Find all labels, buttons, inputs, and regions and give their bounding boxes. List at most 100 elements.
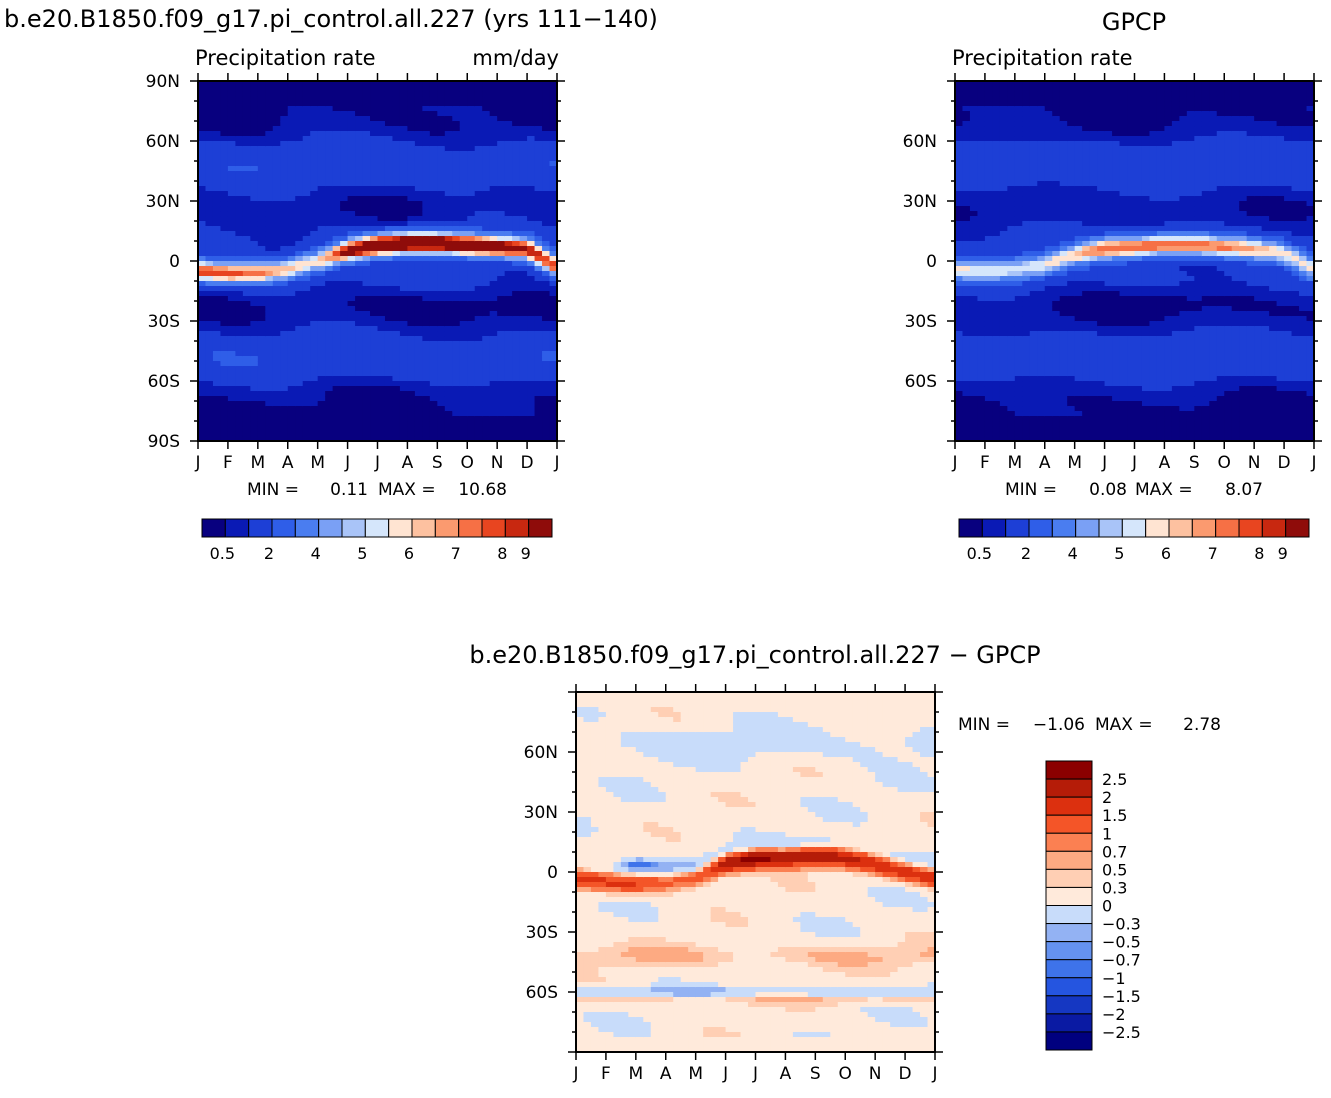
field-cell xyxy=(430,251,438,257)
field-cell xyxy=(378,206,386,212)
field-cell xyxy=(370,286,378,292)
field-cell xyxy=(542,126,550,132)
field-cell xyxy=(220,126,228,132)
field-cell xyxy=(280,316,288,322)
field-cell xyxy=(422,206,430,212)
field-cell xyxy=(970,176,978,182)
field-cell xyxy=(422,181,430,187)
field-cell xyxy=(497,301,505,307)
field-cell xyxy=(992,336,1000,342)
field-cell xyxy=(1022,126,1030,132)
field-cell xyxy=(1015,311,1023,317)
field-cell xyxy=(490,401,498,407)
field-cell xyxy=(1015,201,1023,207)
field-cell xyxy=(1067,291,1075,297)
field-cell xyxy=(1060,186,1068,192)
field-cell xyxy=(437,376,445,382)
field-cell xyxy=(527,156,535,162)
field-cell xyxy=(962,346,970,352)
field-cell xyxy=(992,216,1000,222)
field-cell xyxy=(1060,171,1068,177)
field-cell xyxy=(527,381,535,387)
field-cell xyxy=(303,236,311,242)
field-cell xyxy=(363,311,371,317)
field-cell xyxy=(400,221,408,227)
field-cell xyxy=(288,106,296,112)
field-cell xyxy=(1090,386,1098,392)
field-cell xyxy=(280,291,288,297)
field-cell xyxy=(1105,156,1113,162)
field-cell xyxy=(970,341,978,347)
field-cell xyxy=(370,146,378,152)
field-cell xyxy=(1000,301,1008,307)
field-cell xyxy=(303,196,311,202)
field-cell xyxy=(273,256,281,262)
field-cell xyxy=(1097,321,1105,327)
field-cell xyxy=(1030,136,1038,142)
field-cell xyxy=(273,266,281,272)
field-cell xyxy=(213,121,221,127)
field-cell xyxy=(370,376,378,382)
field-cell xyxy=(355,416,363,422)
field-cell xyxy=(1060,341,1068,347)
field-cell xyxy=(985,111,993,117)
field-cell xyxy=(318,86,326,92)
field-cell xyxy=(992,116,1000,122)
field-cell xyxy=(482,171,490,177)
field-cell xyxy=(1082,211,1090,217)
field-cell xyxy=(520,181,528,187)
field-cell xyxy=(355,331,363,337)
field-cell xyxy=(1000,131,1008,137)
field-cell xyxy=(273,121,281,127)
field-cell xyxy=(355,141,363,147)
field-cell xyxy=(220,221,228,227)
field-cell xyxy=(1000,316,1008,322)
field-cell xyxy=(1045,201,1053,207)
field-cell xyxy=(400,271,408,277)
field-cell xyxy=(527,131,535,137)
field-cell xyxy=(490,276,498,282)
field-cell xyxy=(415,171,423,177)
field-cell xyxy=(198,326,206,332)
field-cell xyxy=(205,236,213,242)
field-cell xyxy=(310,371,318,377)
field-cell xyxy=(977,226,985,232)
field-cell xyxy=(273,411,281,417)
field-cell xyxy=(1030,171,1038,177)
field-cell xyxy=(378,421,386,427)
field-cell xyxy=(325,161,333,167)
field-cell xyxy=(542,266,550,272)
field-cell xyxy=(303,136,311,142)
field-cell xyxy=(288,221,296,227)
field-cell xyxy=(445,226,453,232)
field-cell xyxy=(512,221,520,227)
field-cell xyxy=(535,321,543,327)
field-cell xyxy=(1030,106,1038,112)
field-cell xyxy=(1082,261,1090,267)
field-cell xyxy=(415,281,423,287)
field-cell xyxy=(497,106,505,112)
field-cell xyxy=(318,201,326,207)
field-cell xyxy=(970,411,978,417)
field-cell xyxy=(520,96,528,102)
field-cell xyxy=(295,381,303,387)
field-cell xyxy=(1052,131,1060,137)
field-cell xyxy=(1030,221,1038,227)
field-cell xyxy=(385,356,393,362)
field-cell xyxy=(273,86,281,92)
field-cell xyxy=(970,191,978,197)
field-cell xyxy=(213,101,221,107)
field-cell xyxy=(985,151,993,157)
field-cell xyxy=(1007,136,1015,142)
field-cell xyxy=(355,231,363,237)
field-cell xyxy=(228,321,236,327)
field-cell xyxy=(1000,206,1008,212)
field-cell xyxy=(452,326,460,332)
field-cell xyxy=(482,336,490,342)
field-cell xyxy=(325,386,333,392)
field-cell xyxy=(258,116,266,122)
field-cell xyxy=(1037,101,1045,107)
field-cell xyxy=(280,406,288,412)
field-cell xyxy=(378,236,386,242)
field-cell xyxy=(1030,126,1038,132)
